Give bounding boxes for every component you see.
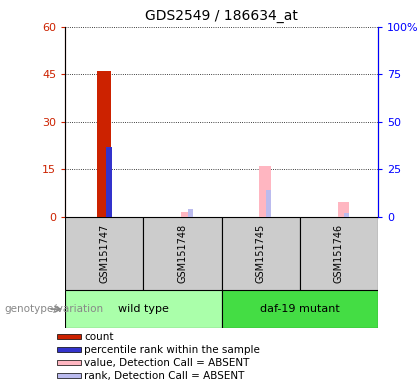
- Bar: [344, 213, 349, 217]
- Text: GSM151747: GSM151747: [99, 224, 109, 283]
- Title: GDS2549 / 186634_at: GDS2549 / 186634_at: [145, 9, 298, 23]
- Text: count: count: [84, 332, 114, 342]
- Bar: [106, 147, 112, 217]
- Bar: [58, 373, 81, 378]
- Text: genotype/variation: genotype/variation: [4, 304, 103, 314]
- Bar: [65, 217, 143, 290]
- Text: value, Detection Call = ABSENT: value, Detection Call = ABSENT: [84, 358, 249, 367]
- Text: daf-19 mutant: daf-19 mutant: [260, 304, 340, 314]
- Text: wild type: wild type: [118, 304, 169, 314]
- Bar: [143, 217, 222, 290]
- Bar: [222, 217, 300, 290]
- Text: GSM151746: GSM151746: [334, 224, 344, 283]
- Text: rank, Detection Call = ABSENT: rank, Detection Call = ABSENT: [84, 371, 244, 381]
- Text: percentile rank within the sample: percentile rank within the sample: [84, 345, 260, 355]
- Bar: [97, 71, 111, 217]
- Bar: [338, 202, 349, 217]
- Text: GSM151745: GSM151745: [256, 224, 266, 283]
- Bar: [58, 360, 81, 365]
- Bar: [65, 290, 222, 328]
- Bar: [181, 212, 193, 217]
- Text: GSM151748: GSM151748: [177, 224, 187, 283]
- Bar: [58, 334, 81, 339]
- Bar: [58, 347, 81, 352]
- Bar: [222, 290, 378, 328]
- Bar: [260, 166, 271, 217]
- Bar: [187, 209, 193, 217]
- Bar: [300, 217, 378, 290]
- Bar: [266, 190, 271, 217]
